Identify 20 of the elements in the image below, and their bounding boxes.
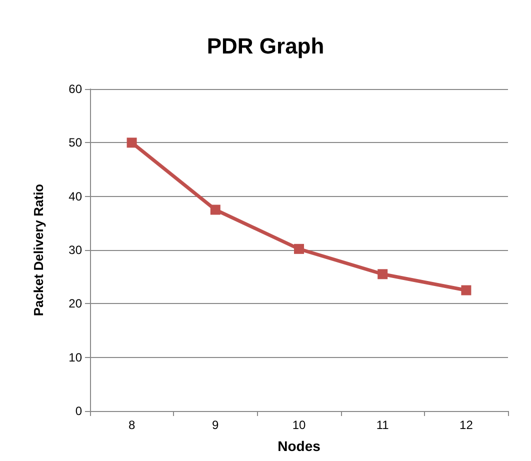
chart-title: PDR Graph: [206, 34, 324, 58]
point: [210, 204, 220, 215]
x-tick-label: 9: [212, 418, 220, 432]
y-axis-title: Packet Delivery Ratio: [31, 184, 46, 316]
y-tick-label: 20: [68, 296, 82, 311]
point: [294, 244, 304, 254]
point: [378, 269, 388, 280]
point: [126, 138, 137, 148]
point: [461, 285, 472, 296]
y-tick-label: 0: [75, 404, 82, 418]
y-tick-label: 10: [68, 350, 82, 364]
y-tick-label: 60: [68, 82, 82, 96]
x-tick-label: 8: [128, 418, 136, 432]
x-tick-label: 10: [292, 418, 306, 432]
x-axis-title: Nodes: [278, 438, 321, 454]
x-tick-label: 11: [376, 418, 390, 432]
y-tick-label: 50: [68, 136, 82, 150]
x-tick-label: 12: [460, 418, 474, 432]
y-tick-label: 40: [68, 189, 82, 204]
y-tick-label: 30: [68, 243, 82, 257]
